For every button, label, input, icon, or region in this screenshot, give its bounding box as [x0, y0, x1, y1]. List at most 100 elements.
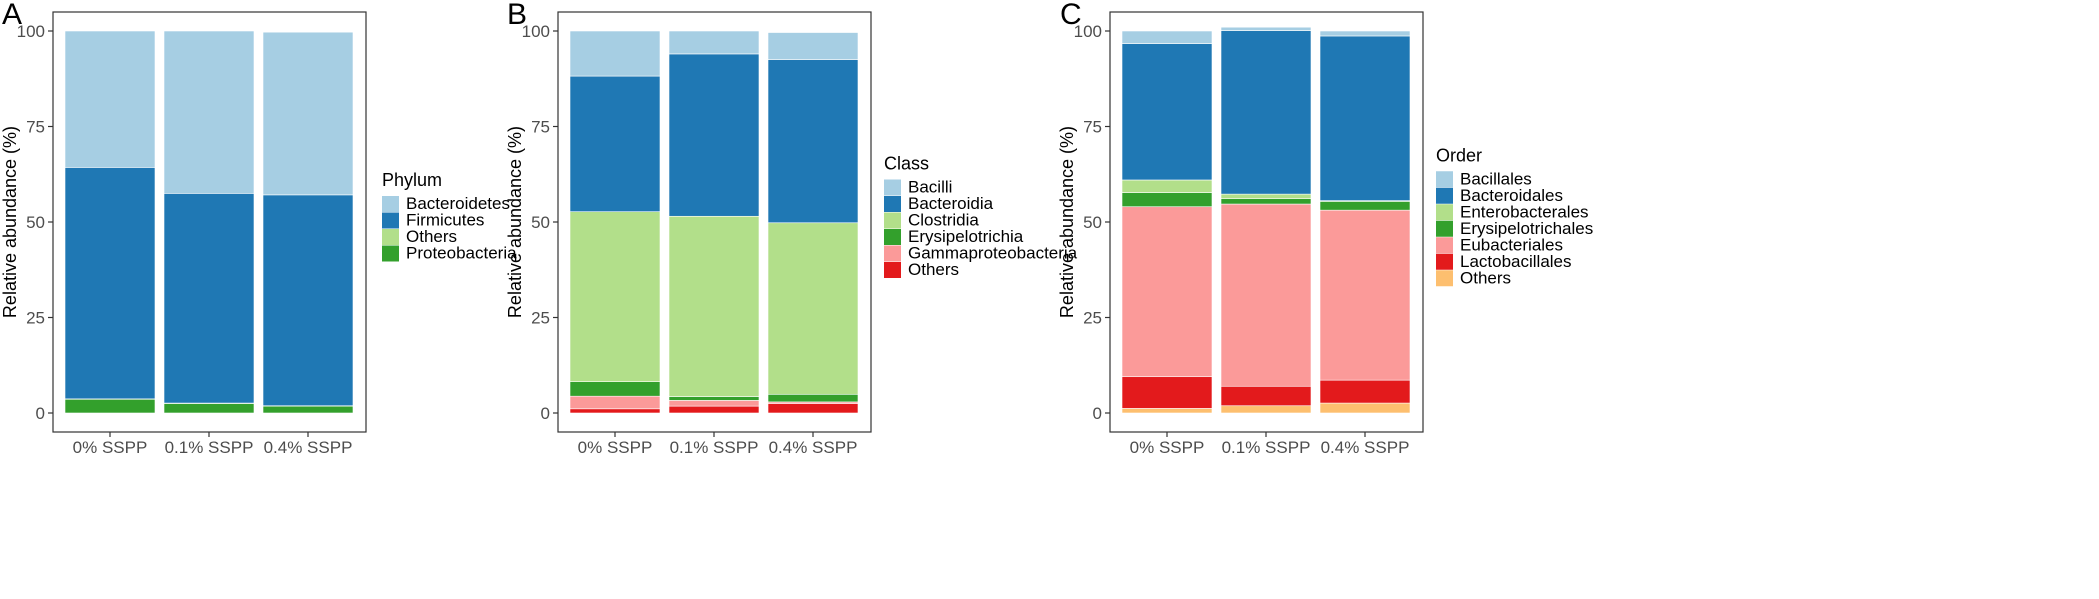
bar-segment-bacteroidetes — [64, 30, 156, 168]
legend-key — [884, 196, 901, 212]
chart-panel-a: A 0 25 50 75 100 Relative abundance (%) 0% SSPP… — [0, 0, 517, 457]
chart-panel-b: B 0 25 50 75 100 Relative abundance (%) 0% SSPP… — [505, 0, 1078, 457]
y-tick-label: 25 — [531, 309, 550, 328]
bar-segment-bacillales — [1121, 30, 1213, 44]
legend-key — [884, 245, 901, 262]
bar-segment-bacteroidales — [1319, 35, 1411, 201]
bar-segment-lactobacillales — [1121, 376, 1213, 409]
bar-segment-erysipelotrichales — [1121, 192, 1213, 208]
x-tick-label: 0% SSPP — [1130, 438, 1205, 457]
bar-segment-bacteroidales — [1121, 43, 1213, 181]
legend-key — [1436, 171, 1453, 188]
bar-segment-enterobacterales — [1220, 193, 1312, 199]
bar-segment-firmicutes — [64, 167, 156, 400]
bar-segment-erysipelotrichales — [1220, 198, 1312, 205]
bar-segment-others — [1319, 402, 1411, 414]
bar-segment-bacilli — [668, 30, 760, 55]
legend-key — [382, 229, 399, 245]
y-tick-label: 0 — [36, 404, 45, 423]
legend-label: Enterobacterales — [1460, 202, 1589, 221]
legend-label: Clostridia — [908, 211, 979, 230]
bar-segment-gammaproteobacteria — [668, 400, 760, 407]
x-tick-label: 0.4% SSPP — [769, 438, 858, 457]
bar-segment-proteobacteria — [163, 403, 255, 414]
y-tick-label: 75 — [26, 118, 45, 137]
legend-key — [884, 262, 901, 278]
legend-key — [382, 245, 399, 262]
legend-key — [1436, 220, 1453, 237]
y-tick-label: 50 — [531, 213, 550, 232]
y-tick-label: 100 — [17, 22, 45, 41]
legend-label: Others — [908, 260, 959, 279]
y-axis-label: Relative abundance (%) — [505, 126, 525, 318]
y-axis-label: Relative abundance (%) — [0, 126, 20, 318]
legend-label: Bacilli — [908, 178, 952, 197]
bar-segment-clostridia — [767, 222, 859, 395]
bar-segment-bacteroidia — [668, 53, 760, 217]
y-tick-label: 100 — [1074, 22, 1102, 41]
bar-segment-bacteroidetes — [163, 30, 255, 194]
legend-label: Gammaproteobacteria — [908, 244, 1078, 263]
bar-segment-eubacteriales — [1319, 209, 1411, 381]
legend-title: Order — [1436, 145, 1482, 165]
legend-label: Erysipelotrichales — [1460, 219, 1593, 238]
y-tick-label: 0 — [541, 404, 550, 423]
bar-segment-bacillales — [1319, 30, 1411, 37]
legend-label: Others — [406, 227, 457, 246]
bar-segment-bacteroidia — [767, 59, 859, 224]
x-tick-label: 0.1% SSPP — [1222, 438, 1311, 457]
bar-segment-others — [1220, 405, 1312, 414]
x-tick-label: 0% SSPP — [73, 438, 148, 457]
legend-label: Bacteroidetes — [406, 194, 510, 213]
legend-key — [382, 212, 399, 229]
bar-segment-bacillales — [1220, 26, 1312, 31]
bar-segment-erysipelotrichia — [668, 396, 760, 401]
legend-key — [1436, 237, 1453, 254]
bar-segment-others — [668, 405, 760, 414]
bar-segment-eubacteriales — [1121, 206, 1213, 378]
bar-segment-erysipelotrichia — [569, 381, 661, 397]
bar-segment-firmicutes — [262, 194, 354, 407]
legend-key — [1436, 204, 1453, 221]
bar-segment-others — [767, 403, 859, 414]
x-tick-label: 0.4% SSPP — [1321, 438, 1410, 457]
chart-panel-c: C 0 25 50 75 100 Relative abundance (%) 0% SSPP… — [1057, 0, 1593, 457]
panel-letter: B — [507, 0, 527, 31]
y-tick-label: 75 — [531, 118, 550, 137]
bar-segment-erysipelotrichia — [767, 393, 859, 403]
bar-segment-others — [569, 408, 661, 414]
y-tick-label: 50 — [1083, 213, 1102, 232]
y-tick-label: 0 — [1093, 404, 1102, 423]
x-tick-label: 0.1% SSPP — [670, 438, 759, 457]
legend-key — [382, 196, 399, 212]
bar-segment-enterobacterales — [1121, 179, 1213, 193]
bar-segment-clostridia — [569, 211, 661, 382]
legend-label: Bacillales — [1460, 169, 1532, 188]
bar-segment-others — [1121, 408, 1213, 414]
bar-segment-clostridia — [668, 215, 760, 397]
legend-key — [884, 212, 901, 229]
legend-title: Class — [884, 154, 929, 174]
legend-key — [884, 229, 901, 245]
x-tick-label: 0% SSPP — [578, 438, 653, 457]
legend-label: Bacteroidales — [1460, 186, 1563, 205]
y-tick-label: 75 — [1083, 118, 1102, 137]
y-tick-label: 50 — [26, 213, 45, 232]
bar-segment-bacteroidia — [569, 75, 661, 212]
legend-label: Lactobacillales — [1460, 252, 1572, 271]
legend-key — [1436, 270, 1453, 287]
y-tick-label: 25 — [1083, 309, 1102, 328]
x-tick-label: 0.4% SSPP — [264, 438, 353, 457]
bar-segment-eubacteriales — [1220, 203, 1312, 387]
bar-segment-firmicutes — [163, 193, 255, 404]
bar-segment-bacteroidetes — [262, 31, 354, 196]
bar-segment-lactobacillales — [1220, 385, 1312, 407]
bar-segment-erysipelotrichales — [1319, 201, 1411, 211]
x-tick-label: 0.1% SSPP — [165, 438, 254, 457]
legend-label: Erysipelotrichia — [908, 227, 1024, 246]
panel-letter: A — [2, 0, 22, 31]
panel-letter: C — [1060, 0, 1082, 31]
bar-segment-proteobacteria — [262, 405, 354, 414]
bar-segment-gammaproteobacteria — [569, 395, 661, 410]
